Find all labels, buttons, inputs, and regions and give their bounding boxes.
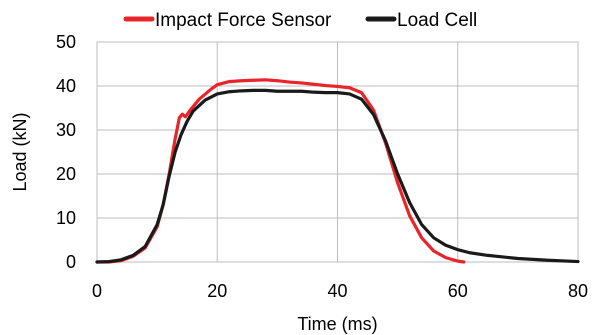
x-tick-label-40: 40 xyxy=(327,281,347,301)
legend-label-impact-force-sensor: Impact Force Sensor xyxy=(155,10,332,31)
plot-frame xyxy=(96,41,579,263)
x-tick-label-60: 60 xyxy=(448,281,468,301)
tick-labels: 0 10 20 30 40 50 0 20 40 60 80 xyxy=(56,32,588,301)
x-tick-label-20: 20 xyxy=(207,281,227,301)
y-tick-label-10: 10 xyxy=(56,208,76,228)
x-axis-title: Time (ms) xyxy=(297,314,377,334)
grid xyxy=(96,41,579,263)
y-tick-label-50: 50 xyxy=(56,32,76,52)
legend: Impact Force Sensor Load Cell xyxy=(123,10,477,31)
y-axis-title: Load (kN) xyxy=(10,112,30,191)
series-layer xyxy=(95,78,580,264)
y-tick-label-0: 0 xyxy=(66,252,76,272)
y-tick-label-30: 30 xyxy=(56,120,76,140)
y-tick-label-40: 40 xyxy=(56,76,76,96)
x-tick-label-80: 80 xyxy=(568,281,588,301)
legend-label-load-cell: Load Cell xyxy=(397,10,477,31)
x-tick-label-0: 0 xyxy=(92,281,102,301)
series-line-load-cell xyxy=(95,88,580,264)
y-tick-label-20: 20 xyxy=(56,164,76,184)
